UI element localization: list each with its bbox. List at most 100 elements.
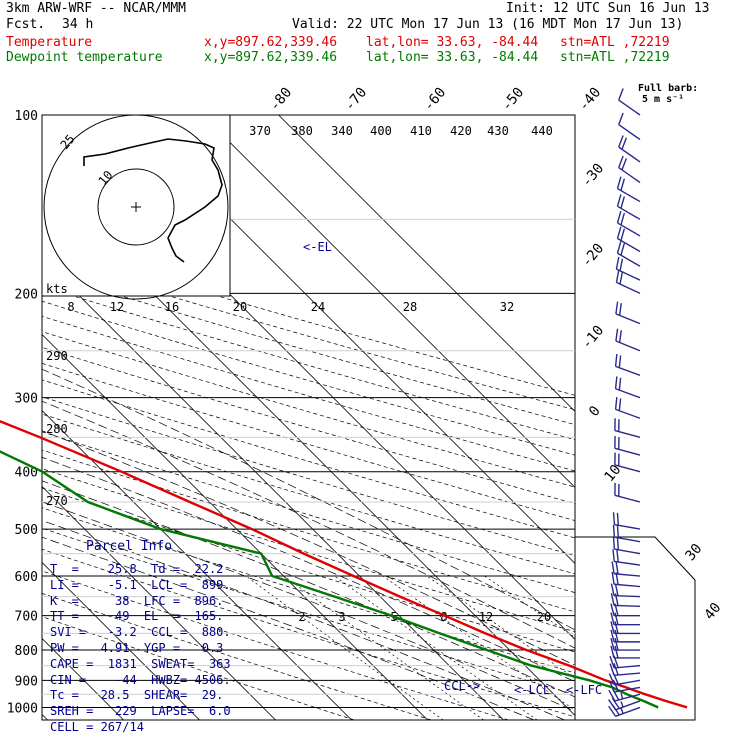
lcl-annotation: <-LCL — [514, 683, 550, 697]
dry-adiabat — [42, 527, 575, 695]
forecast-hour: 34 h — [62, 17, 94, 32]
moist-adiabat — [42, 430, 575, 666]
parcel-info-row: CAPE = 1831 SWEAT= 363 — [50, 656, 231, 671]
hodograph-axis-label: 16 — [165, 300, 179, 314]
wind-barb-flag — [611, 561, 615, 574]
wind-barb-flag — [608, 705, 617, 717]
legend-temperature-stn: stn=ATL ,72219 — [560, 35, 670, 50]
hodograph-axis-label: 20 — [233, 300, 247, 314]
wind-barb-staff — [618, 167, 641, 184]
parcel-info-row: LI = -5.1 LCL = 899. — [50, 577, 231, 592]
isotherm-label: 10 — [601, 462, 624, 485]
wind-barb-flag — [618, 377, 622, 391]
wind-barb-flag — [620, 178, 626, 191]
isobar-label: 600 — [15, 570, 38, 585]
wind-barb-staff — [614, 447, 641, 456]
wind-barb-flag — [615, 270, 620, 283]
dry-adiabat — [42, 487, 575, 653]
isobar-label: 900 — [15, 674, 38, 689]
isobar-label: 800 — [15, 644, 38, 659]
theta-label: 380 — [291, 124, 313, 138]
wind-barb-staff — [618, 99, 641, 116]
wind-barb-flag — [614, 583, 619, 596]
wind-barb-flag — [609, 655, 615, 669]
theta-label: 430 — [487, 124, 509, 138]
dry-adiabat — [42, 616, 355, 720]
wind-barb-flag — [621, 158, 628, 171]
legend-dewpoint-name: Dewpoint temperature — [6, 50, 163, 65]
wind-barb-staff — [617, 205, 641, 220]
isotherm-label: -30 — [579, 161, 608, 191]
wind-barb-flag — [616, 210, 622, 224]
isotherm — [42, 333, 428, 720]
parcel-info-row: PW = 4.91 YGP = 0.3 — [50, 641, 224, 655]
wind-barb-flag — [618, 303, 623, 316]
hodograph-ring-25 — [43, 114, 229, 300]
isobar-label: 100 — [15, 109, 38, 124]
legend-dewpoint-latlon: lat,lon= 33.63, -84.44 — [366, 50, 539, 65]
lfc-annotation: <-LFC — [566, 683, 602, 697]
model-title: 3km ARW-WRF -- NCAR/MMM — [6, 1, 187, 16]
hodograph-axis-label: 32 — [500, 300, 514, 314]
wind-barb-half — [620, 701, 624, 708]
wind-barb-flag — [620, 212, 626, 226]
wind-barb-staff — [614, 573, 641, 577]
parcel-info-row: K = 38 LFC = 896. — [50, 593, 224, 608]
wind-barb-flag — [615, 328, 619, 342]
wind-barb-staff — [614, 560, 641, 566]
isotherm-label: -40 — [576, 85, 605, 115]
mixing-ratio-label: 20 — [537, 610, 551, 624]
legend-dewpoint-stn: stn=ATL ,72219 — [560, 50, 670, 65]
wind-barb-flag — [620, 228, 626, 241]
wind-barb-flag — [620, 243, 626, 256]
wind-barb-staff — [615, 365, 641, 376]
dry-adiabat — [42, 346, 575, 505]
parcel-info-row: TT = 49 EL = 165. — [50, 609, 224, 624]
dry-adiabat — [42, 257, 575, 411]
wind-barb-half — [620, 692, 624, 700]
wind-barb-staff — [617, 252, 641, 267]
theta-label: 410 — [410, 124, 432, 138]
wind-barb-flag — [620, 196, 626, 209]
wind-barb-staff — [615, 408, 641, 419]
isobar-label: 300 — [15, 392, 38, 407]
theta-label: 340 — [331, 124, 353, 138]
theta-label: 290 — [46, 349, 68, 363]
hodograph-axis-label: 28 — [403, 300, 417, 314]
moist-adiabat — [42, 456, 575, 683]
valid-time: Valid: 22 UTC Mon 17 Jun 13 (16 MDT Mon … — [292, 17, 684, 32]
wind-barb-flag — [614, 354, 618, 367]
mixing-ratio-label: 3 — [338, 610, 345, 624]
wind-barb-flag — [610, 583, 615, 596]
wind-barb-staff — [614, 536, 641, 543]
dry-adiabat — [42, 507, 575, 674]
wind-barb-flag — [616, 525, 620, 538]
isotherm-label: -50 — [499, 85, 528, 115]
wind-barb-flag — [610, 593, 615, 606]
dry-adiabat — [42, 431, 575, 593]
dewpoint-profile — [0, 450, 659, 709]
wind-barb-flag — [616, 176, 622, 189]
isobar-label: 500 — [15, 523, 38, 538]
ccl-annotation: CCL-> — [444, 679, 480, 693]
moist-adiabat — [42, 520, 565, 720]
wind-barb-flag — [616, 549, 619, 563]
isobar-label: 200 — [15, 287, 38, 302]
wind-barb-flag — [619, 258, 624, 271]
wind-barb-flag — [609, 663, 615, 676]
mixing-ratio-label: 8 — [440, 610, 447, 624]
theta-label: 400 — [370, 124, 392, 138]
barb-panel-outline — [575, 536, 696, 721]
wind-barb-flag — [614, 612, 619, 625]
isobar-label: 400 — [15, 466, 38, 481]
wind-barb-flag — [618, 355, 622, 368]
wind-barb-flag — [612, 512, 616, 525]
el-annotation: <-EL — [303, 240, 332, 254]
wind-barb-flag — [612, 524, 616, 538]
moist-adiabat — [42, 368, 575, 631]
wind-barb-flag — [618, 155, 624, 168]
wind-barb-flag — [616, 226, 622, 239]
wind-barb-flag — [614, 637, 619, 651]
parcel-info-row: CELL = 267/14 — [50, 720, 144, 734]
wind-barb-staff — [614, 429, 641, 439]
